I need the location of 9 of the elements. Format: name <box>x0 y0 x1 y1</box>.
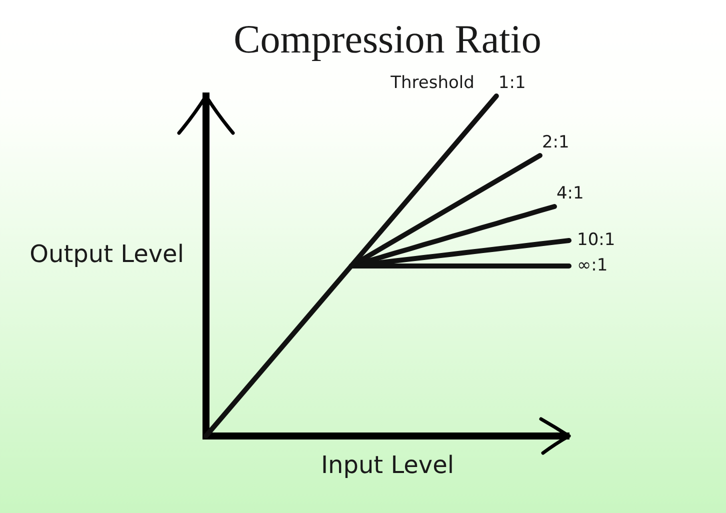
text: Threshold <box>390 72 474 93</box>
y-axis-title: Output Level <box>30 240 184 268</box>
series-label: 4:1 <box>556 183 584 204</box>
series-label: ∞:1 <box>577 255 608 276</box>
series-label: 2:1 <box>542 132 570 152</box>
x-axis-title: Input Level <box>320 451 454 480</box>
series-label: 10:1 <box>577 230 616 250</box>
series-label: 1:1 <box>498 72 526 93</box>
chart-title: Compression Ratio <box>234 16 542 62</box>
